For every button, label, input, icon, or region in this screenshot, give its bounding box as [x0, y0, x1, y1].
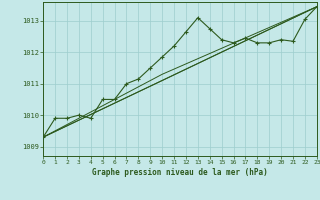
X-axis label: Graphe pression niveau de la mer (hPa): Graphe pression niveau de la mer (hPa)	[92, 168, 268, 177]
